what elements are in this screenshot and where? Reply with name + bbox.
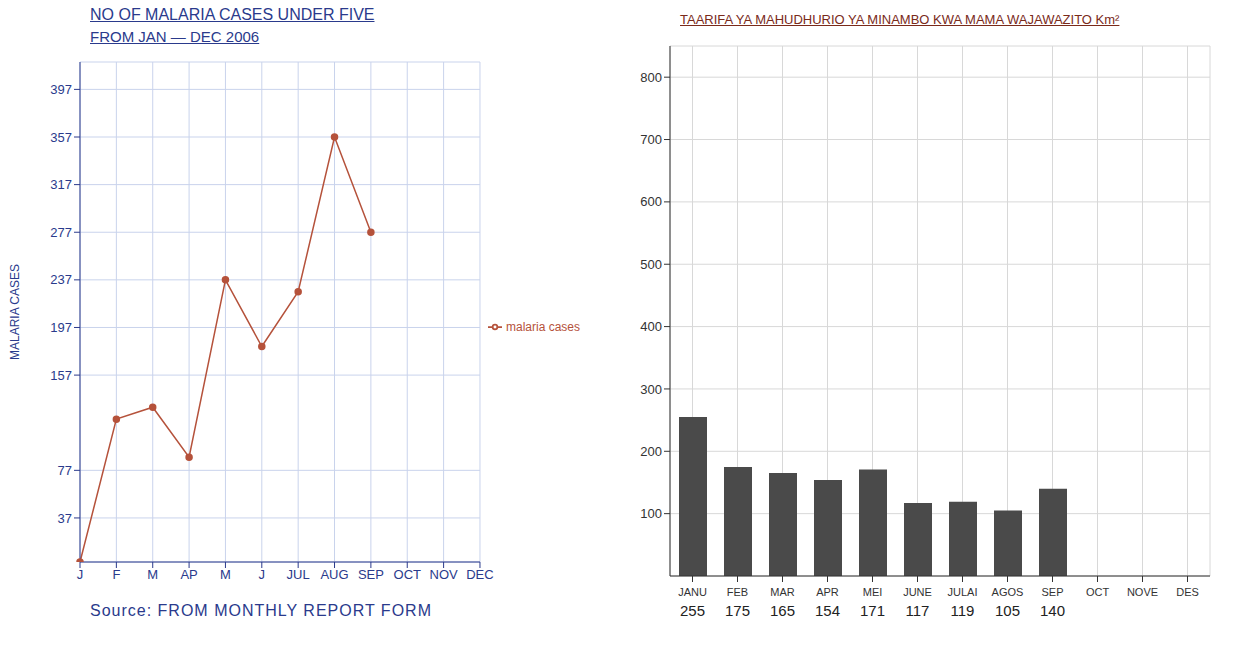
svg-text:NOV: NOV (430, 567, 459, 582)
svg-text:397: 397 (50, 82, 72, 97)
svg-text:300: 300 (640, 382, 662, 397)
svg-text:800: 800 (640, 70, 662, 85)
svg-text:175: 175 (725, 602, 750, 619)
svg-text:37: 37 (58, 511, 72, 526)
svg-text:F: F (112, 567, 120, 582)
svg-text:M: M (220, 567, 231, 582)
svg-text:165: 165 (770, 602, 795, 619)
svg-text:SEP: SEP (1041, 586, 1063, 598)
svg-text:700: 700 (640, 132, 662, 147)
svg-text:AGOS: AGOS (992, 586, 1024, 598)
svg-text:100: 100 (640, 506, 662, 521)
svg-text:171: 171 (860, 602, 885, 619)
svg-text:MAR: MAR (770, 586, 795, 598)
svg-text:105: 105 (995, 602, 1020, 619)
svg-text:APR: APR (816, 586, 839, 598)
svg-text:317: 317 (50, 177, 72, 192)
svg-text:600: 600 (640, 194, 662, 209)
html-text:Source: FROM MONTHLY REPORT FO: Source: FROM MONTHLY REPORT FORM (90, 602, 432, 619)
svg-text:154: 154 (815, 602, 840, 619)
svg-text:MALARIA CASES: MALARIA CASES (8, 264, 22, 360)
svg-text:200: 200 (640, 444, 662, 459)
html-text:NO OF MALARIA CASES UNDER FIVE: NO OF MALARIA CASES UNDER FIVE (90, 6, 375, 23)
svg-text:J: J (259, 567, 266, 582)
svg-text:500: 500 (640, 257, 662, 272)
svg-text:JUNE: JUNE (903, 586, 932, 598)
svg-text:SEP: SEP (358, 567, 384, 582)
svg-text:119: 119 (951, 602, 975, 619)
svg-text:FEB: FEB (727, 586, 748, 598)
svg-text:AP: AP (180, 567, 197, 582)
html-text:TAARIFA YA MAHUDHURIO YA MINAM: TAARIFA YA MAHUDHURIO YA MINAMBO KWA MAM… (680, 12, 1120, 27)
svg-text:DEC: DEC (466, 567, 493, 582)
svg-text:255: 255 (680, 602, 705, 619)
svg-text:117: 117 (906, 602, 930, 619)
svg-text:157: 157 (50, 368, 72, 383)
svg-text:AUG: AUG (320, 567, 348, 582)
svg-text:JUL: JUL (287, 567, 310, 582)
svg-text:J: J (77, 567, 84, 582)
svg-text:277: 277 (50, 225, 72, 240)
svg-text:400: 400 (640, 319, 662, 334)
html-text:malaria cases: malaria cases (506, 319, 580, 334)
svg-text:OCT: OCT (394, 567, 422, 582)
svg-text:140: 140 (1040, 602, 1065, 619)
svg-text:DES: DES (1176, 586, 1199, 598)
svg-text:JANU: JANU (678, 586, 707, 598)
svg-text:NOVE: NOVE (1127, 586, 1158, 598)
svg-text:JULAI: JULAI (948, 586, 978, 598)
svg-text:197: 197 (50, 320, 72, 335)
svg-text:237: 237 (50, 272, 72, 287)
svg-text:M: M (147, 567, 158, 582)
html-text:FROM JAN — DEC 2006: FROM JAN — DEC 2006 (90, 28, 260, 45)
svg-text:OCT: OCT (1086, 586, 1110, 598)
svg-text:357: 357 (50, 130, 72, 145)
svg-text:77: 77 (58, 463, 72, 478)
svg-text:MEI: MEI (863, 586, 883, 598)
